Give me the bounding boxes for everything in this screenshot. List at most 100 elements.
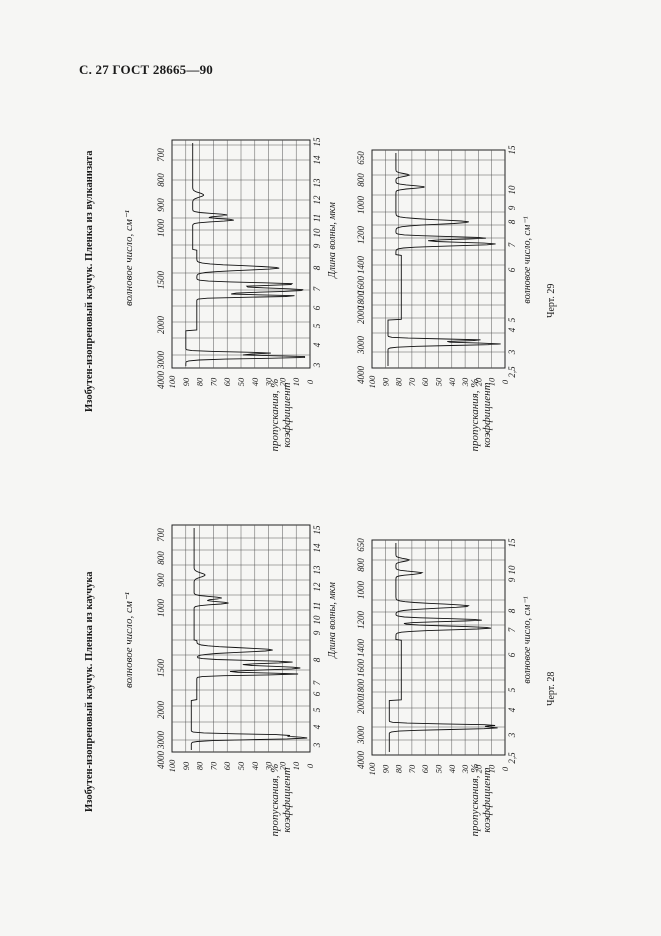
chert-29-upper-panel-wl-tick: 11 bbox=[312, 214, 322, 222]
chert-29-lower-panel-t-tick: 70 bbox=[407, 377, 417, 386]
chert-29-lower-panel-wn-tick: 1000 bbox=[356, 196, 366, 215]
chert-28-upper-panel-wn-tick: 1500 bbox=[156, 659, 166, 678]
chert-29-upper-panel-t-tick: 30 bbox=[264, 377, 274, 387]
chert-28-upper-panel-wl-tick: 11 bbox=[312, 602, 322, 610]
chert-29-upper-panel-t-tick: 90 bbox=[181, 377, 191, 386]
chert-29-lower-panel-wn-tick: 2000 bbox=[356, 306, 366, 325]
chert-29-upper-panel-wl-tick: 14 bbox=[312, 155, 322, 165]
chert-28-upper-panel-wn-tick: 900 bbox=[156, 573, 166, 587]
chert-29-lower-panel: 100 90 80 70 60 50 40 30 20 10 02,5345678910154000… bbox=[356, 145, 517, 388]
chert-28-lower-panel-wn-tick: 2000 bbox=[356, 696, 366, 715]
chert-28-upper-panel-wl-tick: 7 bbox=[312, 680, 322, 685]
chert-28-upper-panel-t-tick: 70 bbox=[208, 761, 218, 770]
chert-28-transmission-label: коэффициент bbox=[281, 767, 293, 832]
chert-29-lower-panel-t-tick: 100 bbox=[367, 375, 377, 389]
chert-28-upper-panel-wl-tick: 8 bbox=[312, 657, 322, 662]
chert-28-upper-panel-wn-tick: 2000 bbox=[156, 701, 166, 720]
chert-28-upper-panel-wn-tick: 4000 bbox=[156, 751, 166, 770]
chert-29-upper-panel-t-tick: 20 bbox=[277, 377, 287, 386]
chert-29-upper-panel-wl-tick: 8 bbox=[312, 265, 322, 270]
chert-28-lower-panel-wl-tick: 6 bbox=[507, 652, 517, 657]
chert-28-lower-panel-wl-tick: 8 bbox=[507, 608, 517, 613]
chert-28-upper-panel-t-tick: 10 bbox=[291, 761, 301, 770]
chert-28-upper-panel-wl-tick: 13 bbox=[312, 565, 322, 575]
chert-28-upper-panel-wn-tick: 800 bbox=[156, 551, 166, 565]
chert-29-lower-panel-t-tick: 90 bbox=[380, 377, 390, 386]
chert-29-lower-panel-t-tick: 80 bbox=[394, 377, 404, 386]
chert-28-upper-panel-wl-tick: 12 bbox=[312, 582, 322, 592]
chert-28-wavenumber-label: волновое число, см⁻¹ bbox=[123, 592, 135, 688]
chert-28-lower-panel-t-tick: 50 bbox=[434, 764, 444, 773]
chert-29-lower-panel-wn-tick: 800 bbox=[356, 173, 366, 187]
chert-29-lower-panel-wn-tick: 1800 bbox=[356, 291, 366, 310]
chert-29-lower-panel-spectrum-line bbox=[387, 153, 501, 366]
chert-28-lower-panel-spectrum-line bbox=[388, 543, 498, 752]
chert-29-upper-panel-wn-tick: 1000 bbox=[156, 219, 166, 238]
chert-28-upper-panel-t-tick: 100 bbox=[167, 759, 177, 773]
chert-28-lower-panel-wl-tick: 7 bbox=[507, 627, 517, 632]
chert-29-upper-panel-wl-tick: 3 bbox=[312, 362, 322, 368]
chert-28-lower-wavenumber-label: волновое число, см⁻¹ bbox=[522, 596, 533, 683]
chert-28-lower-panel-t-tick: 40 bbox=[447, 764, 457, 773]
chert-28-upper-panel-wl-tick: 5 bbox=[312, 707, 322, 712]
chert-28-lower-panel-t-tick: 70 bbox=[407, 764, 417, 773]
chert-28-lower-panel-t-tick: 90 bbox=[380, 764, 390, 773]
chert-29-upper-panel: 100 90 80 70 60 50 40 30 20 10 0345678910111213141… bbox=[156, 137, 322, 389]
chert-29-lower-panel-t-tick: 10 bbox=[487, 377, 497, 386]
chert-29-lower-panel-wl-tick: 5 bbox=[507, 317, 517, 322]
chert-28-upper-panel-t-tick: 0 bbox=[305, 763, 315, 768]
chert-28-upper-panel-wl-tick: 15 bbox=[312, 525, 322, 535]
chert-28-lower-transmission-label: коэффициент bbox=[481, 767, 493, 832]
chert-28-lower-transmission-label-2: пропускания, % bbox=[469, 764, 481, 837]
chert-29-lower-panel-wl-tick: 8 bbox=[507, 219, 517, 224]
chert-29-upper-panel-t-tick: 50 bbox=[236, 377, 246, 386]
chert-28-upper-panel-wn-tick: 3000 bbox=[156, 731, 166, 751]
chert-29-lower-panel-t-tick: 50 bbox=[434, 377, 444, 386]
chert-29-upper-panel-wl-tick: 9 bbox=[312, 243, 322, 248]
chert-29-lower-panel-wl-tick: 9 bbox=[507, 205, 517, 210]
chert-28-upper-panel-wl-tick: 6 bbox=[312, 691, 322, 696]
chert-28-upper-panel-t-tick: 40 bbox=[250, 761, 260, 770]
chert-28-upper-panel-t-tick: 50 bbox=[236, 761, 246, 770]
chert-28-lower-panel-wn-tick: 1200 bbox=[356, 611, 366, 630]
chert-28-lower-panel-t-tick: 30 bbox=[460, 764, 470, 774]
chert-29-lower-panel-wl-tick: 10 bbox=[507, 185, 517, 195]
chert-28-lower-panel-wn-tick: 1000 bbox=[356, 581, 366, 600]
chert-29-upper-panel-wn-tick: 1500 bbox=[156, 271, 166, 290]
chert-28-upper-panel-wl-tick: 3 bbox=[312, 742, 322, 748]
chert-29-upper-panel-wl-tick: 10 bbox=[312, 228, 322, 238]
chert-29-lower-panel-wl-tick: 15 bbox=[507, 145, 517, 155]
chert-28-lower-panel-wl-tick: 3 bbox=[507, 732, 517, 738]
chert-28-upper-panel-wl-tick: 9 bbox=[312, 630, 322, 635]
chert-29-lower-panel-t-tick: 40 bbox=[447, 377, 457, 386]
chert-28-upper-panel-wn-tick: 700 bbox=[156, 528, 166, 542]
chert-28-upper-panel-t-tick: 80 bbox=[195, 761, 205, 770]
chert-28-upper-panel-wl-tick: 14 bbox=[312, 543, 322, 553]
chert-29-upper-panel-t-tick: 80 bbox=[195, 377, 205, 386]
chert-29-upper-panel-wn-tick: 700 bbox=[156, 148, 166, 162]
chert-28-lower-panel-wl-tick: 9 bbox=[507, 577, 517, 582]
chert-29-upper-panel-wl-tick: 15 bbox=[312, 137, 322, 147]
chert-29-lower-wavenumber-label: волновое число, см⁻¹ bbox=[522, 216, 533, 303]
chert-28-lower-panel-t-tick: 0 bbox=[500, 766, 510, 771]
chert-28-lower-panel-wn-tick: 1600 bbox=[356, 659, 366, 678]
chert-28-transmission-label-2: пропускания, % bbox=[269, 764, 281, 837]
chert-29-lower-panel-wn-tick: 1400 bbox=[356, 256, 366, 275]
chert-28-lower-panel-wn-tick: 3000 bbox=[356, 726, 366, 746]
chert-29-lower-panel-wl-tick: 7 bbox=[507, 242, 517, 247]
chert-28-upper-panel-t-tick: 90 bbox=[181, 761, 191, 770]
chert-29-lower-panel-wl-tick: 4 bbox=[507, 327, 517, 332]
chert-29-upper-panel-t-tick: 100 bbox=[167, 375, 177, 389]
chert-29-lower-panel-t-tick: 0 bbox=[500, 379, 510, 384]
page-header: С. 27 ГОСТ 28665—90 bbox=[79, 62, 213, 77]
chert-29-upper-panel-wl-tick: 5 bbox=[312, 323, 322, 328]
chert-28-upper-panel-wl-tick: 4 bbox=[312, 724, 322, 729]
chert-28-upper-panel-t-tick: 20 bbox=[277, 761, 287, 770]
chert-29-lower-panel-t-tick: 30 bbox=[460, 377, 470, 387]
chert-28-lower-panel-t-tick: 100 bbox=[367, 762, 377, 776]
chert-28-upper-panel: 100 90 80 70 60 50 40 30 20 10 0345678910111213141… bbox=[156, 524, 322, 773]
chert-29-upper-panel-t-tick: 0 bbox=[305, 379, 315, 384]
chert-28-upper-panel-t-tick: 30 bbox=[264, 761, 274, 771]
chert-29-wavenumber-label: волновое число, см⁻¹ bbox=[123, 210, 135, 306]
chert-29-upper-panel-t-tick: 60 bbox=[222, 377, 232, 386]
